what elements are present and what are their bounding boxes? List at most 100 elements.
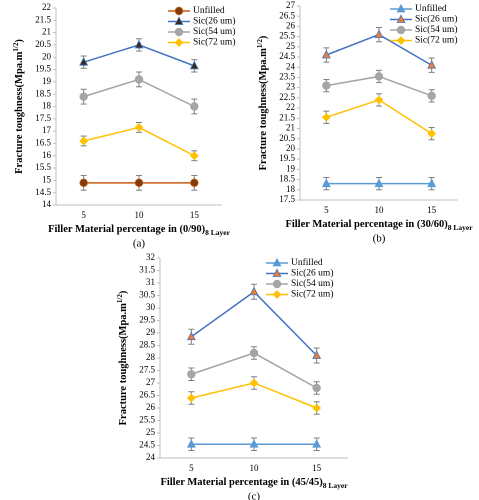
y-tick-label: 21: [42, 27, 51, 37]
x-axis-title-text: Filler Material percentage in (45/45): [160, 477, 323, 488]
marker: [396, 25, 406, 35]
marker: [189, 60, 199, 70]
y-tick-label: 30: [146, 302, 156, 312]
marker: [322, 81, 331, 90]
y-tick-label: 26: [286, 20, 296, 30]
y-tick-label: 18.5: [35, 88, 51, 98]
y-tick-label: 14: [42, 199, 52, 209]
marker: [427, 178, 437, 188]
y-tick-label: 23: [286, 82, 296, 92]
marker: [174, 27, 184, 37]
y-tick-label: 27.5: [139, 365, 155, 375]
y-tick-label: 27: [286, 0, 296, 10]
x-axis-title: Filler Material percentage in (30/60)8 L…: [285, 219, 473, 231]
y-tick-label: 15.5: [35, 162, 51, 172]
y-tick-label: 29: [146, 327, 156, 337]
marker: [190, 178, 199, 188]
marker: [272, 279, 282, 289]
x-axis-title-text: Filler Material percentage in (0/90): [48, 224, 206, 235]
y-tick-label: 31: [146, 277, 155, 287]
marker: [134, 123, 144, 132]
x-axis-title: Filler Material percentage in (45/45)8 L…: [160, 477, 348, 489]
y-axis-title-sup: 1/2: [116, 294, 124, 303]
x-axis-title-sub: 8 Layer: [323, 481, 348, 490]
marker: [396, 14, 406, 23]
panel-label: (c): [248, 491, 261, 500]
marker: [187, 370, 196, 379]
y-tick-label: 19.5: [35, 64, 51, 74]
marker: [186, 331, 196, 341]
series-line: [190, 290, 318, 357]
marker: [321, 49, 331, 59]
legend-label: Unfilled: [415, 3, 447, 14]
marker: [79, 57, 89, 66]
marker: [186, 393, 196, 403]
x-tick-label: 5: [189, 463, 194, 473]
y-tick-label: 15: [42, 174, 52, 184]
marker: [189, 151, 199, 161]
y-tick-label: 23.5: [279, 72, 295, 82]
marker: [249, 378, 259, 388]
legend-label: Sic(72 um): [291, 289, 333, 300]
y-tick-label: 25.5: [279, 31, 295, 41]
x-axis-title-sub: 8 Layer: [448, 223, 473, 232]
x-axis-title-sub: 8 Layer: [205, 228, 230, 237]
y-axis-title-text: Fracture toughness(Mpa.m: [14, 51, 25, 174]
marker: [374, 95, 384, 105]
y-tick-label: 18: [286, 184, 296, 194]
y-axis-title-sup: 1/2: [12, 42, 20, 51]
marker: [374, 178, 384, 188]
marker: [186, 439, 196, 448]
x-tick-label: 5: [81, 210, 86, 220]
panel-label: (a): [133, 238, 146, 250]
y-tick-label: 24: [286, 61, 296, 71]
y-tick-label: 18.5: [279, 174, 295, 184]
y-tick-label: 17.5: [35, 113, 51, 123]
y-tick-label: 21.5: [279, 112, 295, 122]
marker: [427, 60, 437, 69]
y-tick-label: 26: [146, 402, 156, 412]
y-tick-label: 18: [42, 101, 52, 111]
panel-label: (b): [373, 233, 386, 245]
marker: [249, 439, 259, 448]
y-axis-title: Fracture toughness(Mpa.m1/2): [12, 39, 26, 174]
marker: [312, 350, 322, 359]
y-tick-label: 20.5: [35, 39, 51, 49]
x-tick-label: 10: [135, 210, 145, 220]
x-tick-label: 15: [190, 210, 200, 220]
y-axis-title: Fracture toughness(Mpa.m1/2): [256, 35, 270, 170]
marker: [174, 38, 184, 47]
legend-label: Sic(54 um): [193, 26, 235, 37]
x-tick-label: 15: [312, 463, 322, 473]
y-tick-label: 20: [42, 51, 52, 61]
y-tick-label: 28.5: [139, 340, 155, 350]
y-tick-label: 21.5: [35, 14, 51, 24]
marker: [272, 257, 282, 267]
y-axis-title-text: Fracture toughness(Mpa.m: [118, 303, 129, 426]
marker: [321, 178, 331, 188]
marker: [374, 72, 384, 81]
y-tick-label: 19: [286, 163, 296, 173]
marker: [312, 439, 322, 448]
legend-label: Sic(26 um): [415, 14, 457, 25]
x-tick-label: 15: [427, 205, 437, 215]
marker: [174, 16, 184, 25]
y-tick-label: 19: [42, 76, 52, 86]
x-tick-label: 5: [324, 205, 329, 215]
y-tick-label: 16.5: [35, 138, 51, 148]
y-tick-label: 22: [42, 2, 51, 12]
marker: [427, 91, 436, 101]
legend-label: Sic(72 um): [193, 37, 235, 48]
y-tick-label: 22: [286, 102, 295, 112]
y-tick-label: 17: [42, 125, 52, 135]
y-tick-label: 19.5: [279, 153, 295, 163]
marker: [174, 6, 184, 16]
legend-label: Sic(72 um): [415, 35, 457, 46]
y-tick-label: 25: [146, 427, 156, 437]
marker: [272, 268, 282, 277]
y-axis-title: Fracture toughness(Mpa.m1/2): [116, 290, 130, 425]
legend-label: Sic(26 um): [291, 268, 333, 279]
y-tick-label: 24.5: [279, 51, 295, 61]
marker: [79, 178, 88, 188]
